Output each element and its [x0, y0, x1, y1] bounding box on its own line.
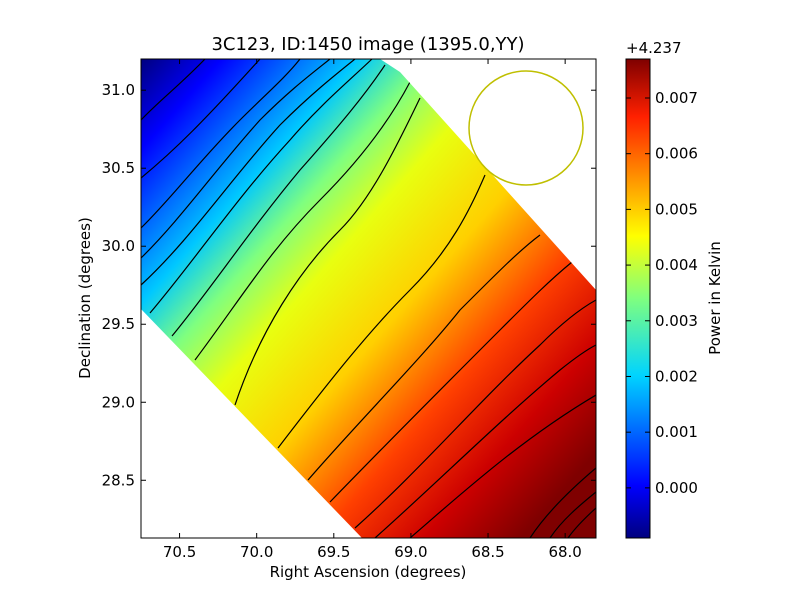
contour-line: [141, 59, 206, 121]
y-tick-label: 29.5: [102, 315, 135, 333]
colorbar-tick-label: 0.007: [655, 89, 698, 107]
colorbar-tick-label: 0.005: [655, 200, 698, 218]
colorbar-tick-label: 0.004: [655, 256, 698, 274]
contour-line: [141, 59, 356, 286]
contour-line: [567, 507, 596, 538]
y-axis: 28.5 29.0 29.5 30.0 30.5 31.0: [102, 81, 596, 489]
contour-line: [234, 97, 421, 406]
contour-line: [529, 467, 596, 538]
colorbar-offset-label: +4.237: [626, 39, 682, 57]
colorbar-tick-label: 0.001: [655, 423, 698, 441]
contour-line: [329, 261, 573, 503]
colorbar: [625, 58, 651, 539]
contour-line: [141, 59, 261, 179]
contour-line: [354, 299, 596, 529]
x-tick-label: 68.5: [471, 543, 504, 561]
contour-line: [141, 59, 331, 259]
contour-line: [307, 234, 541, 481]
y-tick-label: 30.0: [102, 237, 135, 255]
contour-line: [141, 59, 301, 229]
y-tick-label: 31.0: [102, 81, 135, 99]
x-tick-label: 70.0: [240, 543, 273, 561]
chart-title: 3C123, ID:1450 image (1395.0,YY): [211, 34, 524, 55]
x-tick-label: 69.0: [394, 543, 427, 561]
contour-line: [149, 59, 373, 314]
contour-line: [549, 491, 596, 538]
colorbar-tick-label: 0.003: [655, 312, 698, 330]
contour-line: [409, 394, 596, 538]
colorbar-label: Power in Kelvin: [706, 241, 724, 355]
contour-line: [171, 64, 386, 337]
plot-frame: [140, 58, 597, 539]
y-tick-label: 28.5: [102, 471, 135, 489]
colorbar-tick-label: 0.002: [655, 367, 698, 385]
y-tick-label: 29.0: [102, 393, 135, 411]
y-tick-label: 30.5: [102, 159, 135, 177]
x-axis-label: Right Ascension (degrees): [270, 563, 467, 581]
colorbar-axis: 0.000 0.001 0.002 0.003 0.004 0.005 0.006 0.007: [626, 89, 698, 497]
data-field: [141, 59, 596, 538]
colorbar-tick-label: 0.006: [655, 145, 698, 163]
contour-line: [194, 81, 411, 361]
contour-line: [374, 344, 596, 538]
beam-marker: [468, 70, 584, 186]
colorbar-tick-label: 0.000: [655, 479, 698, 497]
x-tick-label: 68.0: [548, 543, 581, 561]
x-axis: 70.5 70.0 69.5 69.0 68.5 68.0: [163, 59, 582, 561]
contour-line: [277, 174, 486, 449]
y-axis-label: Declination (degrees): [76, 217, 94, 379]
x-tick-label: 69.5: [317, 543, 350, 561]
x-tick-label: 70.5: [163, 543, 196, 561]
contour-lines: [141, 59, 596, 538]
